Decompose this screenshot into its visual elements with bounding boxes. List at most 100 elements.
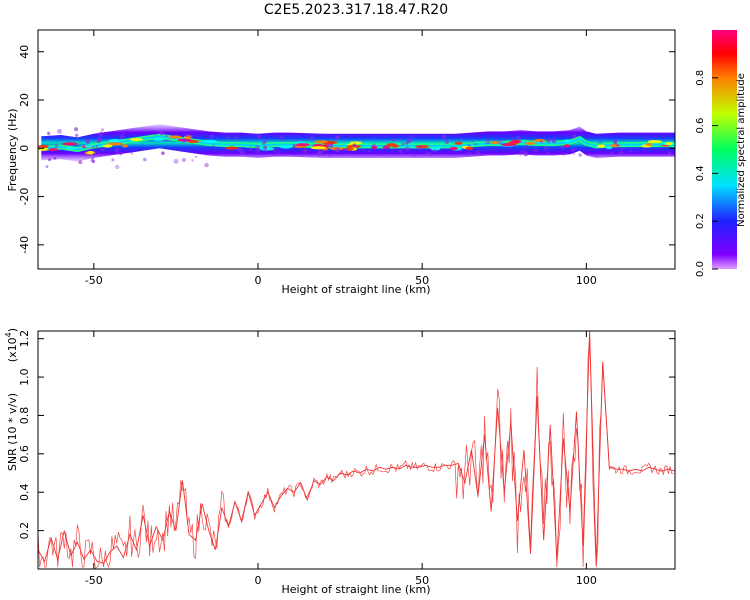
spectrogram-panel: -50 0 50 100 -40 -20 0 20 40 Height of straight…: [6, 29, 676, 296]
spectrogram-x-tick-label: 100: [576, 274, 597, 287]
spectrogram-spot: [102, 144, 113, 148]
spectrogram-speck: [392, 137, 396, 142]
snr-plot-frame: [37, 330, 676, 570]
spectrogram-speck: [95, 145, 99, 148]
spectrogram-spot: [296, 143, 310, 147]
spectrogram-spot: [449, 146, 458, 151]
spectrogram-spot: [563, 144, 571, 148]
spectrogram-speck: [444, 139, 449, 145]
spectrogram-speck: [96, 137, 102, 143]
spectrogram-speck: [598, 140, 603, 145]
spectrogram-speck: [619, 151, 624, 156]
snr-y-tick-label: 1.0: [18, 368, 31, 386]
spectrogram-speck: [413, 154, 416, 157]
spectrogram-speck: [165, 134, 168, 138]
spectrogram-speck: [182, 137, 187, 143]
spectrogram-spot: [563, 139, 571, 143]
spectrogram-x-axis-label: Height of straight line (km): [281, 283, 430, 296]
spectrogram-speck: [115, 164, 120, 170]
spectrogram-speck: [159, 131, 164, 136]
spectrogram-speck: [101, 128, 104, 131]
spectrogram-spot: [65, 146, 77, 150]
spectrogram-speck: [254, 145, 260, 150]
spectrogram-speck: [349, 152, 352, 155]
spectrogram-speck: [277, 151, 281, 155]
spectrogram-ridge: [38, 124, 675, 170]
spectrogram-spot: [48, 147, 59, 152]
spectrogram-speck: [281, 139, 284, 142]
spectrogram-speck: [74, 127, 79, 132]
spectrogram-speck: [154, 133, 157, 136]
spectrogram-spot: [202, 139, 218, 144]
colorbar-tick-label: 0.8: [695, 70, 706, 86]
spectrogram-spot: [152, 137, 165, 141]
spectrogram-speck: [184, 133, 188, 137]
spectrogram-speck: [613, 140, 617, 144]
spectrogram-spot: [62, 142, 78, 146]
colorbar: 0.0 0.2 0.4 0.6 0.8 Normalized spectral ampl…: [695, 30, 747, 277]
spectrogram-spot: [310, 146, 327, 150]
spectrogram-speck: [544, 145, 549, 150]
spectrogram-spot: [646, 142, 653, 147]
spectrogram-speck: [161, 151, 165, 155]
spectrogram-spot: [168, 135, 182, 139]
spectrogram-x-tick-label: 50: [415, 274, 429, 287]
spectrogram-spot: [647, 139, 663, 144]
spectrogram-speck: [273, 148, 277, 153]
spectrogram-speck: [47, 131, 51, 136]
spectrogram-spot: [490, 140, 500, 145]
snr-panel: -50 0 50 100 0.2 0.4 0.6 0.8 1.0 1.2 Height of s…: [4, 328, 676, 596]
spectrogram-speck: [91, 159, 96, 164]
spectrogram-speck: [240, 150, 245, 155]
spectrogram-speck: [57, 128, 62, 134]
snr-x-axis-label: Height of straight line (km): [281, 583, 430, 596]
spectrogram-speck: [352, 143, 357, 148]
spectrogram-speck: [523, 151, 529, 157]
spectrogram-speck: [204, 162, 209, 168]
spectrogram-x-tick-label: 0: [254, 274, 261, 287]
spectrogram-speck: [85, 139, 91, 144]
snr-scale-exponent: 4: [4, 332, 13, 337]
spectrogram-spot: [108, 138, 121, 143]
snr-y-axis-label: SNR (10 * v/v): [6, 393, 19, 471]
spectrogram-spot: [525, 141, 536, 145]
spectrogram-spot: [122, 144, 129, 148]
spectrogram-speck: [292, 144, 296, 148]
spectrogram-speck: [191, 159, 194, 162]
spectrogram-spot: [107, 142, 123, 146]
snr-y-tick-label: 0.4: [18, 483, 31, 501]
spectrogram-spot: [314, 140, 328, 144]
spectrogram-speck: [222, 151, 226, 154]
snr-series-line: [38, 331, 675, 566]
spectrogram-speck: [619, 146, 624, 151]
spectrogram-speck: [544, 147, 548, 151]
snr-x-tick-label: 50: [415, 574, 429, 587]
spectrogram-speck: [78, 160, 83, 165]
spectrogram-speck: [166, 139, 169, 142]
spectrogram-speck: [570, 147, 575, 152]
spectrogram-y-tick-label: -20: [18, 188, 31, 206]
spectrogram-spot: [84, 144, 93, 149]
spectrogram-speck: [310, 136, 314, 140]
spectrogram-spot: [454, 141, 463, 145]
spectrogram-speck: [234, 135, 239, 141]
spectrogram-speck: [471, 140, 474, 143]
spectrogram-speck: [54, 144, 59, 148]
spectrogram-speck: [518, 152, 522, 156]
spectrogram-speck: [330, 137, 333, 140]
spectrogram-speck: [93, 151, 97, 154]
spectrogram-speck: [428, 152, 433, 157]
spectrogram-speck: [173, 158, 179, 164]
spectrogram-spot: [386, 143, 397, 147]
spectrogram-speck: [466, 151, 472, 156]
spectrogram-speck: [48, 158, 52, 162]
spectrogram-speck: [130, 152, 133, 155]
spectrogram-speck: [525, 144, 528, 148]
spectrogram-speck: [302, 149, 308, 154]
spectrogram-speck: [328, 153, 333, 158]
spectrogram-spot: [279, 145, 293, 149]
snr-scale-factor: (x104): [4, 328, 19, 362]
spectrogram-speck: [560, 145, 565, 150]
spectrogram-speck: [256, 134, 262, 139]
